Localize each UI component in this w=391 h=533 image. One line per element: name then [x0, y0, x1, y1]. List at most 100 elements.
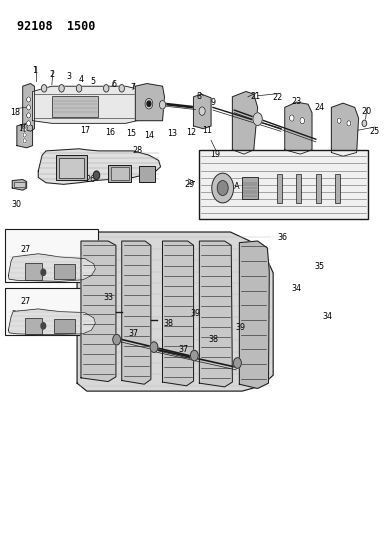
Circle shape: [104, 85, 109, 92]
Circle shape: [300, 117, 305, 124]
Bar: [139, 166, 155, 182]
Bar: [25, 263, 42, 280]
Circle shape: [217, 181, 228, 196]
Bar: [316, 174, 321, 203]
Text: 31: 31: [144, 176, 154, 185]
Text: 27: 27: [20, 245, 30, 254]
Text: 38: 38: [163, 319, 173, 328]
FancyBboxPatch shape: [5, 288, 99, 335]
Polygon shape: [285, 102, 312, 154]
Text: 11: 11: [202, 126, 212, 135]
Circle shape: [150, 342, 158, 352]
Circle shape: [199, 107, 205, 115]
Polygon shape: [32, 86, 137, 123]
Text: 16: 16: [105, 128, 115, 138]
Text: 18: 18: [10, 108, 20, 117]
Bar: [56, 155, 87, 180]
Text: 29: 29: [185, 180, 195, 189]
Text: 9: 9: [210, 98, 215, 107]
Text: 32: 32: [12, 182, 22, 191]
Bar: [296, 174, 301, 203]
Text: 39: 39: [235, 323, 245, 332]
Text: 34: 34: [291, 284, 301, 293]
Bar: [25, 318, 42, 334]
Polygon shape: [194, 94, 211, 128]
Circle shape: [27, 113, 30, 118]
Bar: [59, 158, 84, 178]
Circle shape: [233, 358, 241, 368]
Text: 1: 1: [32, 66, 37, 75]
Text: 38: 38: [208, 335, 218, 344]
Polygon shape: [232, 92, 258, 154]
Text: 13: 13: [167, 130, 177, 139]
Text: 4: 4: [79, 75, 83, 84]
Circle shape: [362, 120, 367, 126]
Text: 33: 33: [103, 293, 113, 302]
FancyBboxPatch shape: [199, 150, 368, 219]
Text: 20: 20: [361, 107, 371, 116]
Circle shape: [23, 139, 26, 143]
Polygon shape: [135, 84, 165, 120]
Text: 30: 30: [12, 200, 22, 209]
Text: 30: 30: [12, 257, 22, 265]
Bar: [335, 174, 340, 203]
Text: 6: 6: [111, 80, 117, 89]
Circle shape: [289, 115, 294, 121]
Circle shape: [212, 173, 233, 203]
Text: 7: 7: [131, 83, 136, 92]
FancyBboxPatch shape: [5, 229, 99, 282]
Text: 22: 22: [272, 93, 282, 102]
Circle shape: [253, 113, 262, 125]
Text: 92108  1500: 92108 1500: [17, 20, 95, 33]
Polygon shape: [81, 241, 116, 382]
Text: 3: 3: [67, 72, 72, 81]
Text: 39: 39: [190, 309, 201, 318]
Circle shape: [41, 269, 46, 276]
Text: 19: 19: [210, 150, 220, 159]
Polygon shape: [38, 149, 161, 184]
Polygon shape: [163, 241, 194, 386]
Bar: [277, 174, 282, 203]
Text: 25: 25: [369, 127, 379, 136]
Polygon shape: [332, 103, 359, 156]
Polygon shape: [23, 84, 34, 131]
Circle shape: [27, 97, 30, 102]
Text: 10: 10: [18, 124, 28, 133]
Bar: [54, 319, 75, 333]
Text: 26: 26: [86, 174, 96, 183]
Circle shape: [93, 171, 100, 180]
Circle shape: [76, 85, 82, 92]
Text: 14: 14: [144, 131, 154, 140]
Text: 24: 24: [315, 103, 325, 112]
Circle shape: [23, 127, 26, 132]
Circle shape: [190, 350, 198, 361]
Text: 21: 21: [251, 92, 261, 101]
Circle shape: [41, 322, 46, 329]
Text: 35: 35: [315, 262, 325, 271]
Polygon shape: [12, 180, 27, 190]
Text: 27: 27: [20, 297, 30, 306]
Circle shape: [27, 105, 30, 110]
Circle shape: [41, 85, 47, 92]
Text: 17: 17: [80, 126, 90, 135]
Circle shape: [119, 85, 124, 92]
Polygon shape: [8, 254, 95, 281]
Bar: [108, 165, 131, 182]
Text: 2: 2: [49, 70, 54, 79]
Polygon shape: [122, 241, 151, 384]
Text: 32A: 32A: [224, 182, 240, 191]
Text: 34: 34: [323, 312, 332, 321]
Bar: [52, 96, 99, 117]
Text: 30: 30: [12, 310, 22, 319]
Circle shape: [160, 101, 166, 109]
Circle shape: [347, 120, 351, 126]
Circle shape: [113, 334, 120, 345]
Text: 27: 27: [111, 175, 121, 184]
Text: 15: 15: [126, 130, 136, 139]
Text: 36: 36: [278, 233, 288, 242]
Polygon shape: [77, 232, 273, 391]
Text: 23: 23: [291, 96, 301, 106]
Bar: [111, 167, 129, 180]
Circle shape: [27, 120, 30, 126]
Circle shape: [23, 133, 26, 137]
